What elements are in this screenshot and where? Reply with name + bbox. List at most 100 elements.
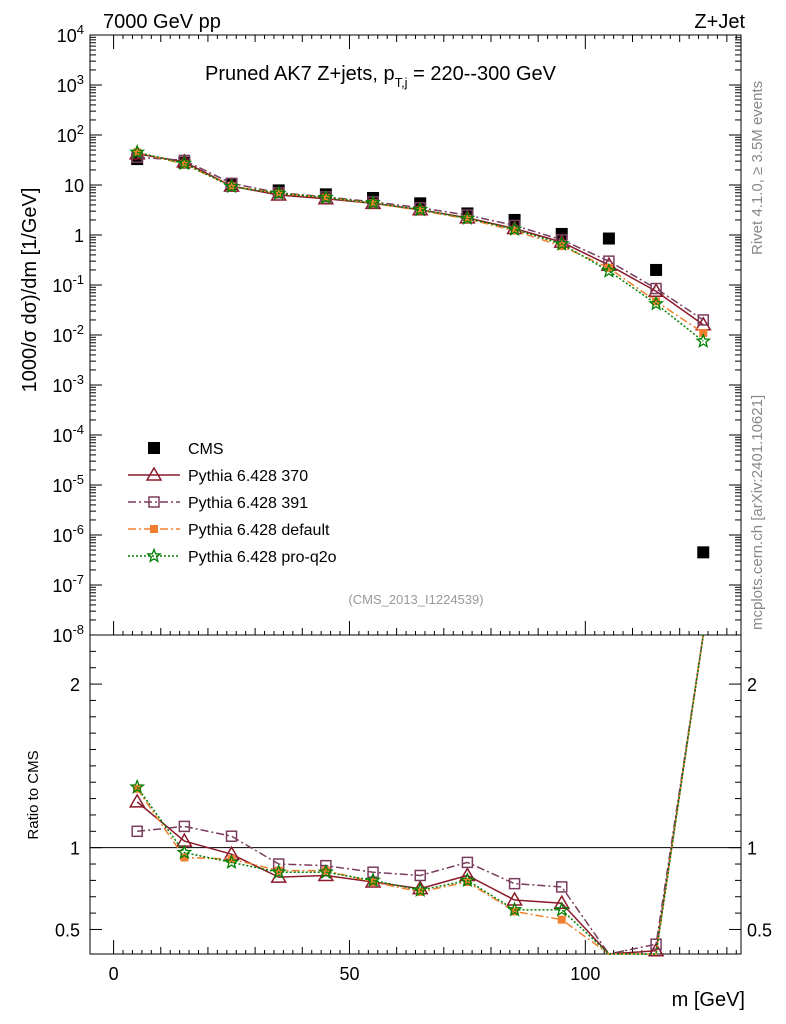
ratio-line xyxy=(136,634,705,955)
data-point xyxy=(270,863,287,879)
ratio-plot-frame xyxy=(89,634,742,955)
data-point xyxy=(510,226,519,235)
data-point xyxy=(367,866,379,878)
data-point xyxy=(176,844,193,860)
data-point xyxy=(146,547,162,563)
data-point xyxy=(180,853,189,862)
data-point xyxy=(695,332,712,348)
ratio-line xyxy=(136,634,705,955)
data-point xyxy=(148,496,160,508)
ratio-y-tick-label-right: 0.5 xyxy=(747,920,772,940)
ratio-y-tick-label-right: 1 xyxy=(747,839,757,859)
legend-label: Pythia 6.428 pro-q2o xyxy=(188,549,337,566)
ratio-series-group xyxy=(128,634,705,957)
main-title: Pruned AK7 Z+jets, pT,j = 220--300 GeV xyxy=(205,63,557,90)
ratio-series-3 xyxy=(129,634,705,955)
data-point xyxy=(699,328,708,337)
data-point xyxy=(318,863,334,879)
data-point xyxy=(416,206,425,215)
main-y-axis-label: 1000/σ dσ)/dm [1/GeV] xyxy=(19,188,41,393)
data-point xyxy=(459,872,476,888)
y-tick-label: 10-3 xyxy=(52,372,84,396)
data-point xyxy=(506,221,523,237)
data-point xyxy=(412,881,429,897)
series-line xyxy=(136,151,704,334)
data-point xyxy=(223,854,240,870)
data-point xyxy=(150,525,158,533)
y-tick-label: 10-1 xyxy=(52,272,84,296)
main-plot-frame xyxy=(89,34,742,636)
data-point xyxy=(131,825,143,838)
legend-label: CMS xyxy=(188,441,224,458)
y-tick-label: 103 xyxy=(57,72,84,96)
main-y-tick-labels: 10410310210110-110-210-310-410-510-610-7… xyxy=(52,22,84,646)
data-point xyxy=(697,546,710,559)
data-point xyxy=(365,194,381,210)
legend-item: CMS xyxy=(148,441,224,458)
ratio-line xyxy=(136,634,705,955)
y-tick-label: 10-2 xyxy=(52,322,84,346)
series-4 xyxy=(129,143,712,348)
series-line xyxy=(137,151,704,342)
y-tick-label: 10-7 xyxy=(52,572,84,596)
legend-item: Pythia 6.428 default xyxy=(128,522,330,539)
ratio-y-axis-label: Ratio to CMS xyxy=(25,750,42,839)
data-point xyxy=(602,232,615,245)
data-point xyxy=(600,262,617,278)
data-point xyxy=(416,887,425,896)
data-point xyxy=(365,872,381,888)
data-point xyxy=(555,881,568,893)
legend-item: Pythia 6.428 370 xyxy=(128,466,308,485)
data-point xyxy=(648,295,665,311)
y-tick-label: 102 xyxy=(57,122,84,146)
ratio-y-tick-label: 0.5 xyxy=(55,920,80,940)
data-point xyxy=(553,235,570,251)
legend-label: Pythia 6.428 391 xyxy=(188,495,308,512)
ratio-y-tick-label: 2 xyxy=(70,675,80,695)
x-tick-label: 50 xyxy=(339,964,359,984)
y-tick-label: 10-4 xyxy=(52,422,84,446)
main-series-group xyxy=(128,143,712,559)
data-point xyxy=(414,869,426,882)
data-point xyxy=(318,189,334,205)
legend: CMS Pythia 6.428 370 Pythia 6.428 391 Pythi… xyxy=(128,441,337,566)
series-2 xyxy=(131,151,710,326)
ratio-series-0 xyxy=(128,634,705,957)
x-tick-labels: 0 50 100 xyxy=(109,964,601,984)
y-tick-label: 10 xyxy=(64,176,84,196)
data-point xyxy=(463,214,472,223)
series-line xyxy=(137,153,704,326)
data-point xyxy=(227,855,236,864)
data-point xyxy=(510,907,519,916)
mcplots-label: mcplots.cern.ch [arXiv:2401.10621] xyxy=(749,395,766,630)
data-point xyxy=(225,830,238,842)
data-point xyxy=(652,297,661,306)
data-point xyxy=(369,878,378,887)
data-point xyxy=(270,185,287,201)
data-point xyxy=(604,263,613,272)
ratio-series-2 xyxy=(133,634,705,955)
data-point xyxy=(697,314,710,326)
data-point xyxy=(508,877,521,890)
legend-item: Pythia 6.428 pro-q2o xyxy=(128,547,337,566)
data-point xyxy=(412,201,429,217)
legend-label: Pythia 6.428 370 xyxy=(188,468,308,485)
rivet-label: Rivet 4.1.0, ≥ 3.5M events xyxy=(749,81,766,255)
x-tick-label: 0 xyxy=(109,964,119,984)
data-point xyxy=(369,199,378,208)
data-point xyxy=(463,878,472,887)
axis-ticks xyxy=(90,34,741,954)
header-left: 7000 GeV pp xyxy=(103,11,221,33)
y-tick-label: 10-8 xyxy=(52,622,84,646)
legend-item: Pythia 6.428 391 xyxy=(128,495,308,512)
data-point xyxy=(557,915,566,924)
data-point xyxy=(176,155,193,171)
data-point xyxy=(133,784,142,793)
ratio-y-tick-label-right: 2 xyxy=(747,675,757,695)
data-point xyxy=(178,820,191,833)
y-tick-label: 10-6 xyxy=(52,522,84,546)
y-tick-label: 10-5 xyxy=(52,472,84,496)
data-point xyxy=(506,901,523,917)
analysis-watermark: (CMS_2013_I1224539) xyxy=(348,592,483,607)
